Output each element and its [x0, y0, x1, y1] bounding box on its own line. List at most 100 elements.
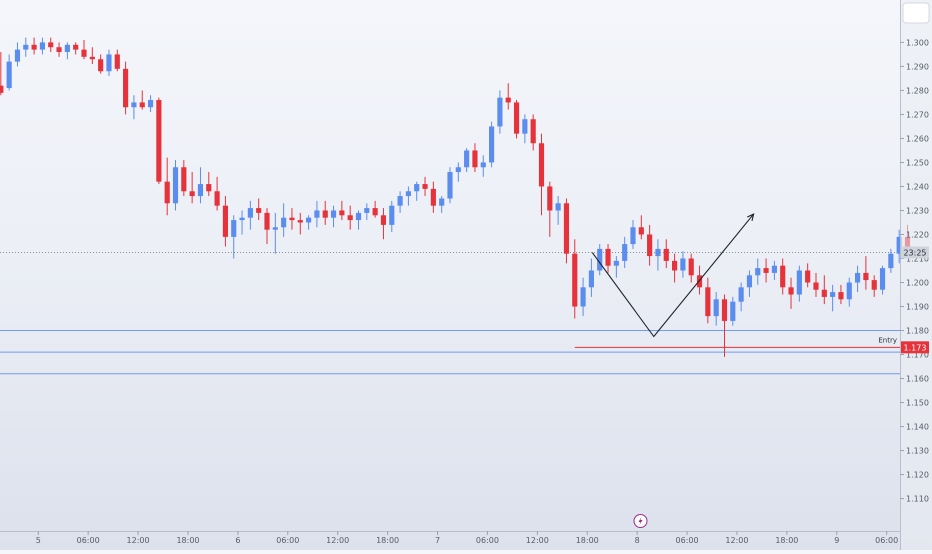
candle-body — [306, 217, 312, 223]
candle — [380, 208, 387, 240]
candle — [497, 90, 503, 134]
candle-body — [455, 167, 461, 173]
candle-body — [530, 119, 536, 144]
candle-body — [821, 289, 827, 297]
candle — [680, 251, 686, 278]
candle — [480, 155, 486, 177]
candle — [364, 203, 370, 221]
level-lines — [0, 251, 900, 375]
candle — [547, 181, 553, 237]
candle-body — [879, 268, 886, 290]
candle — [489, 121, 495, 168]
candle — [131, 95, 137, 120]
candle — [181, 160, 187, 197]
lightning-icon[interactable] — [633, 514, 648, 528]
price-tick-label: 1.230 — [906, 206, 929, 215]
candle-body — [264, 212, 270, 230]
candle — [672, 253, 678, 283]
candle-body — [164, 181, 170, 204]
price-tick-label: 1.240 — [906, 182, 929, 191]
candle — [522, 114, 528, 144]
candle-body — [472, 150, 478, 168]
price-axis[interactable]: 1.300 1.290 1.280 1.270 1.260 1.250 1.240 1.230… — [900, 0, 932, 550]
candle-body — [896, 236, 902, 254]
chart-settings-icon[interactable] — [902, 2, 930, 24]
candle — [314, 200, 320, 228]
candle — [189, 172, 195, 204]
candle — [538, 133, 545, 216]
candle — [156, 97, 162, 185]
candle-body — [139, 102, 145, 108]
time-tick-label: 06:00 — [476, 536, 499, 545]
price-tick-label: 1.300 — [906, 38, 929, 47]
time-tick-label: 12:00 — [725, 536, 748, 545]
corner-control[interactable] — [902, 2, 930, 24]
candle — [597, 244, 603, 276]
time-tick-label: 06:00 — [875, 536, 898, 545]
candle-body — [364, 208, 370, 213]
candle-body — [805, 270, 811, 283]
candle — [513, 100, 520, 139]
candle — [439, 196, 445, 213]
candle — [430, 181, 436, 213]
candle-body — [56, 47, 62, 53]
candle-body — [239, 217, 245, 221]
candle — [871, 275, 877, 297]
candle-body — [297, 220, 303, 223]
candle-body — [755, 268, 761, 276]
candle — [231, 215, 237, 259]
candle — [147, 95, 154, 113]
candle — [389, 200, 395, 233]
candle-body — [888, 253, 894, 269]
candle-body — [31, 44, 37, 50]
time-axis[interactable]: 5 06:00 12:00 18:00 6 06:00 12:00 18:00 7 06:00 12… — [0, 531, 900, 545]
candle-body — [330, 210, 337, 218]
candle-body — [680, 258, 686, 271]
candle — [0, 52, 4, 96]
candle — [896, 229, 902, 264]
candle — [572, 239, 578, 319]
price-tick-label: 1.200 — [906, 279, 929, 288]
candle-body — [98, 59, 104, 72]
candle-body — [730, 301, 736, 321]
candle-body — [572, 253, 578, 307]
candle — [447, 167, 453, 204]
candle-body — [489, 126, 495, 163]
candle-body — [713, 299, 719, 317]
time-tick-label: 5 — [36, 536, 41, 545]
candle-body — [422, 184, 428, 189]
time-tick-label: 18:00 — [775, 536, 798, 545]
candle — [347, 205, 353, 230]
candle-body — [14, 49, 21, 62]
candle-body — [114, 54, 120, 69]
candle-body — [763, 268, 769, 273]
candle-body — [647, 234, 653, 257]
price-tick-label: 1.120 — [906, 471, 929, 480]
candle-body — [89, 56, 95, 60]
lightning-icon-bolt[interactable] — [638, 517, 643, 525]
candle — [281, 203, 287, 237]
candle — [330, 205, 337, 228]
candle-body — [480, 162, 486, 168]
time-tick-label: 18:00 — [376, 536, 399, 545]
candle-body — [355, 212, 362, 221]
candle — [605, 244, 611, 273]
candle-body — [838, 292, 844, 300]
candle-body — [147, 100, 154, 108]
candle — [114, 49, 120, 72]
candle-body — [796, 270, 802, 295]
price-tick-label: 1.130 — [906, 447, 929, 456]
candle — [23, 37, 29, 57]
candle-body — [322, 210, 328, 218]
candle-body — [172, 167, 179, 204]
candle — [730, 296, 736, 326]
candle-body — [555, 203, 561, 211]
candle — [755, 258, 761, 285]
candle-body — [513, 102, 520, 134]
projection-arrowhead — [747, 213, 755, 222]
candle-body — [846, 282, 852, 300]
candle — [98, 54, 104, 74]
candle-body — [538, 143, 545, 187]
